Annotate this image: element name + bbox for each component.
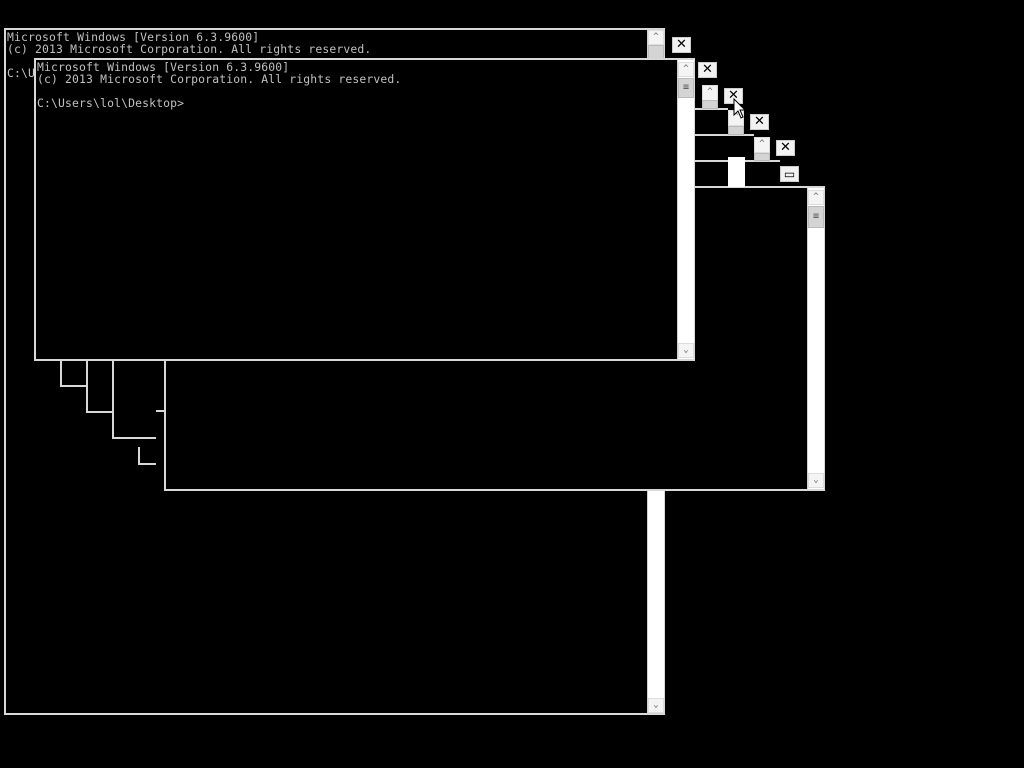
- scroll-thumb[interactable]: [702, 100, 718, 109]
- close-icon[interactable]: ✕: [672, 37, 691, 53]
- scroll-down-icon[interactable]: ⌄: [648, 698, 664, 713]
- scrollbar-fragment: [728, 157, 745, 187]
- scroll-thumb[interactable]: [728, 126, 744, 135]
- scroll-up-icon[interactable]: ^: [808, 190, 824, 205]
- artifact-line: [86, 360, 88, 413]
- scroll-up-icon[interactable]: ^: [702, 85, 718, 101]
- close-icon[interactable]: ✕: [698, 62, 717, 78]
- scroll-up-icon[interactable]: ^: [678, 62, 694, 77]
- scroll-down-icon[interactable]: ⌄: [808, 473, 824, 488]
- close-icon[interactable]: ✕: [750, 114, 769, 130]
- console-window-front[interactable]: Microsoft Windows [Version 6.3.9600] (c)…: [34, 58, 695, 361]
- console-header-line-1: Microsoft Windows [Version 6.3.9600]: [7, 30, 260, 44]
- scrollbar[interactable]: ^ ≡ ⌄: [807, 188, 824, 489]
- scroll-up-icon[interactable]: ^: [754, 137, 770, 153]
- artifact-line: [112, 437, 156, 439]
- artifact-line: [112, 360, 114, 439]
- artifact-line: [156, 410, 164, 412]
- scroll-thumb-icon[interactable]: ≡: [808, 206, 824, 228]
- close-icon[interactable]: ✕: [776, 140, 795, 156]
- artifact-line: [138, 463, 156, 465]
- artifact-line: [138, 447, 140, 465]
- console-header-line-1: Microsoft Windows [Version 6.3.9600]: [37, 60, 290, 74]
- artifact-line: [60, 385, 87, 387]
- mouse-cursor-icon: [733, 98, 747, 119]
- console-header-line-2: (c) 2013 Microsoft Corporation. All righ…: [37, 72, 402, 86]
- artifact-line: [86, 411, 113, 413]
- artifact-line: [60, 360, 62, 387]
- scroll-thumb[interactable]: [754, 153, 770, 161]
- scroll-up-icon[interactable]: ^: [648, 30, 664, 45]
- window-edge: [694, 108, 728, 110]
- scroll-thumb-icon[interactable]: ≡: [678, 78, 694, 98]
- console-prompt[interactable]: C:\Users\lol\Desktop>: [37, 96, 185, 110]
- console-prompt: C:\U: [7, 66, 36, 80]
- restore-icon[interactable]: ▭: [780, 166, 799, 182]
- scroll-thumb[interactable]: [648, 45, 664, 59]
- scrollbar[interactable]: ^ ≡ ⌄: [677, 60, 694, 359]
- window-edge: [694, 134, 754, 136]
- console-header-line-2: (c) 2013 Microsoft Corporation. All righ…: [7, 42, 372, 56]
- scroll-down-icon[interactable]: ⌄: [678, 343, 694, 358]
